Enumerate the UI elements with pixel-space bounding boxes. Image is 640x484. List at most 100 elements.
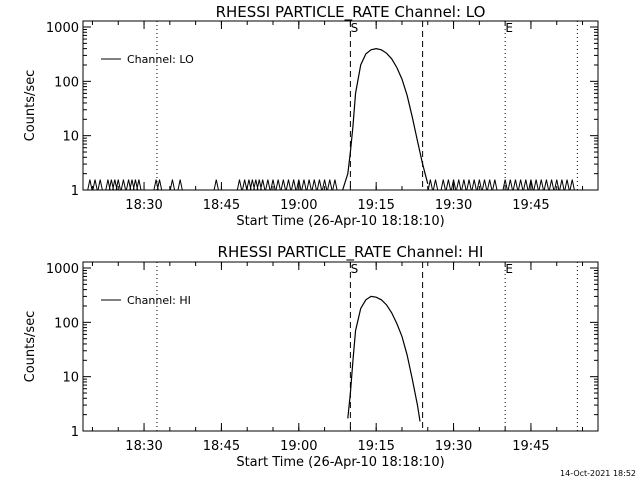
noise-spike [512, 179, 519, 191]
noise-spike [115, 179, 121, 191]
noise-spike [533, 179, 539, 191]
x-tick-label: 19:15 [357, 198, 394, 213]
noise-spike [265, 179, 271, 191]
x-tick-label: 18:45 [203, 439, 240, 454]
noise-spike [97, 179, 103, 191]
noise-spike [169, 179, 176, 191]
marker-label: E [505, 262, 513, 276]
noise-spike [306, 179, 312, 191]
noise-spike [559, 179, 565, 191]
noise-spike [301, 179, 307, 191]
footer-timestamp: 14-Oct-2021 18:52 [560, 469, 636, 478]
noise-spike [285, 179, 292, 191]
noise-spike [481, 179, 488, 191]
noise-spike [280, 179, 286, 191]
x-tick-label: 19:45 [512, 198, 549, 213]
y-tick-label: 1000 [46, 262, 79, 277]
noise-spike [523, 179, 529, 191]
x-tick-label: 18:30 [125, 439, 162, 454]
y-axis-label: Counts/sec [23, 311, 38, 383]
noise-spike [311, 179, 317, 191]
noise-spike [528, 179, 534, 191]
plot-frame [82, 261, 599, 432]
chart-title: RHESSI PARTICLE_RATE Channel: LO [216, 3, 486, 22]
noise-spike [275, 179, 281, 191]
noise-spike [253, 179, 259, 191]
noise-spike [296, 179, 302, 191]
noise-spike [270, 179, 276, 191]
legend-label: Channel: HI [127, 294, 191, 307]
y-tick-label: 1000 [46, 21, 79, 36]
marker-label: E [505, 21, 513, 35]
noise-spike [105, 179, 111, 191]
noise-spike [120, 179, 127, 191]
noise-spike [327, 179, 333, 191]
noise-spike [461, 179, 467, 191]
marker-label: S [351, 21, 359, 35]
noise-spike [466, 179, 472, 191]
noise-spike [236, 179, 243, 191]
noise-spike [507, 179, 513, 191]
x-tick-label: 19:15 [357, 439, 394, 454]
noise-spike [445, 179, 452, 191]
x-tick-label: 19:30 [435, 198, 472, 213]
x-tick-label: 19:45 [512, 439, 549, 454]
noise-spike [569, 179, 575, 191]
x-tick-label: 18:45 [203, 198, 240, 213]
noise-spike [129, 179, 135, 191]
noise-spike [471, 179, 477, 191]
noise-spike [213, 179, 219, 191]
noise-spike [156, 179, 163, 191]
series-line [347, 295, 421, 422]
noise-spike [256, 179, 262, 191]
noise-spike [502, 179, 508, 191]
noise-spike [427, 179, 433, 191]
noise-spike [112, 179, 118, 191]
y-tick-label: 100 [54, 316, 79, 331]
y-tick-label: 1 [71, 425, 79, 440]
series-line [342, 48, 429, 191]
x-axis-label: Start Time (26-Apr-10 18:18:10) [236, 455, 444, 470]
noise-spike [487, 179, 493, 191]
noise-spike [450, 179, 457, 191]
noise-spike [153, 179, 159, 191]
noise-spike [548, 179, 555, 191]
noise-spike [316, 179, 323, 191]
x-tick-label: 18:30 [125, 198, 162, 213]
lo-channel-panel: RHESSI PARTICLE_RATE Channel: LO 1 10 100 10… [23, 3, 599, 229]
noise-spike [517, 179, 524, 191]
noise-spike [125, 179, 132, 191]
noise-spike [291, 179, 297, 191]
chart-title: RHESSI PARTICLE_RATE Channel: HI [218, 243, 484, 262]
noise-spike [260, 179, 266, 191]
hi-channel-panel: RHESSI PARTICLE_RATE Channel: HI 1 10 100 10… [23, 243, 599, 470]
noise-spike [241, 179, 248, 191]
noise-spike [476, 179, 482, 191]
noise-spike [332, 179, 338, 191]
noise-spike [246, 179, 252, 191]
x-axis-label: Start Time (26-Apr-10 18:18:10) [236, 214, 444, 229]
noise-spike [564, 179, 570, 191]
noise-spike [432, 179, 439, 191]
noise-spike [249, 179, 256, 191]
y-axis-label: Counts/sec [23, 70, 38, 142]
y-tick-label: 100 [54, 75, 79, 90]
noise-spike [440, 179, 446, 191]
y-tick-label: 10 [62, 371, 79, 386]
y-tick-label: 1 [71, 184, 79, 199]
noise-spike [92, 179, 98, 191]
x-tick-label: 19:00 [280, 439, 317, 454]
plot-frame [82, 20, 599, 191]
noise-spike [554, 179, 560, 191]
legend-label: Channel: LO [127, 53, 194, 66]
y-tick-label: 10 [62, 130, 79, 145]
x-tick-label: 19:30 [435, 439, 472, 454]
noise-spike [321, 179, 328, 191]
noise-spike [456, 179, 462, 191]
noise-spike [136, 179, 142, 191]
marker-label: S [351, 262, 359, 276]
noise-spike [108, 179, 115, 191]
noise-spike [177, 179, 183, 191]
noise-spike [492, 179, 498, 191]
